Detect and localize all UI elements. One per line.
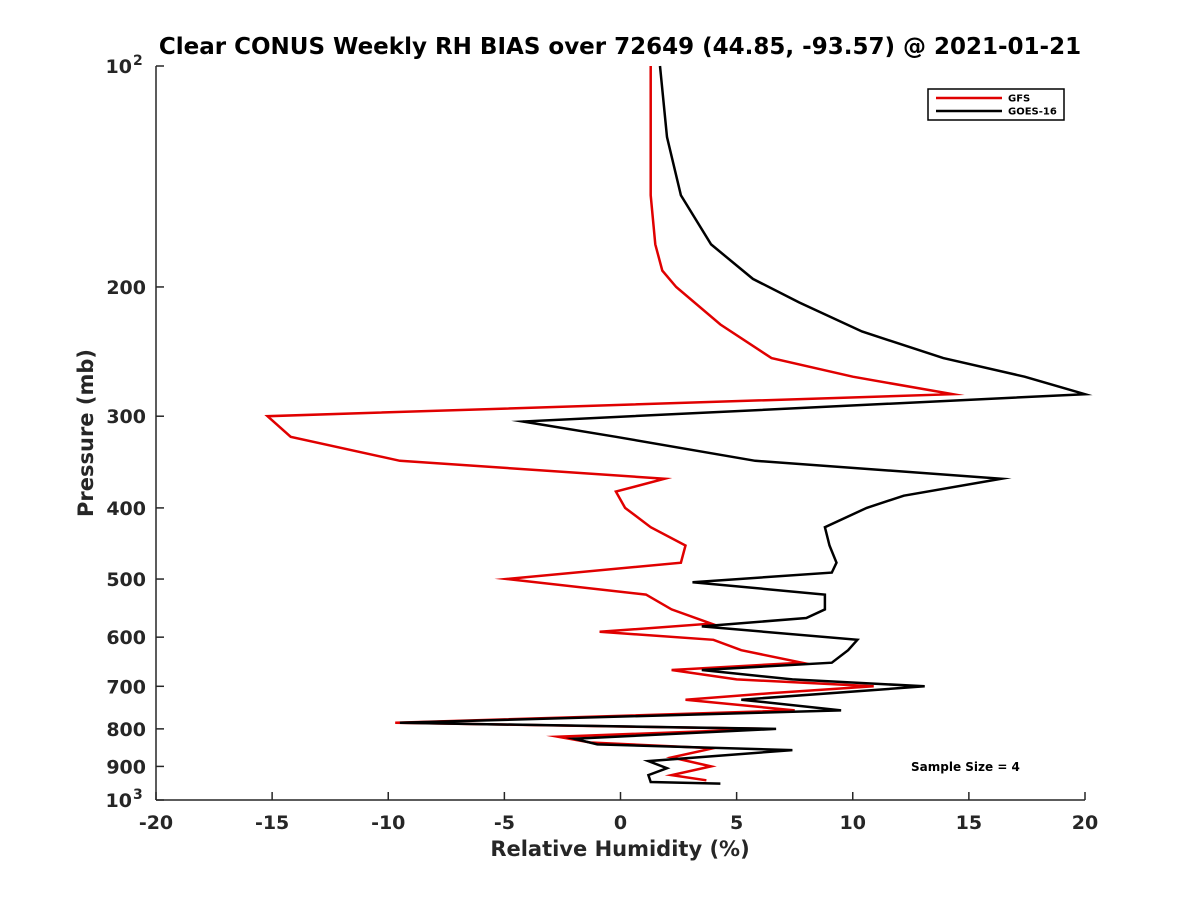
legend-label-gfs: GFS [1008,94,1030,105]
x-tick-label: -10 [371,812,405,834]
series-line-goes16 [399,65,1093,785]
y-tick-label: 10 [106,790,132,812]
y-tick-label: 800 [106,719,146,741]
y-tick-label: 300 [106,406,146,428]
x-tick-label: 20 [1072,812,1098,834]
y-tick-exponent: 2 [133,53,143,69]
x-tick-label: 10 [840,812,866,834]
plot-area: -20 -15 -10 -5 0 5 10 15 20 10 220030040050060070… [106,53,1099,834]
x-tick-label: 5 [730,812,743,834]
series-layer [264,65,1093,785]
x-axis-label: Relative Humidity (%) [490,837,749,861]
sample-size-annotation: Sample Size = 4 [911,760,1020,774]
x-tick-label: -5 [494,812,515,834]
y-tick-label: 500 [106,569,146,591]
x-tick-label: -20 [139,812,173,834]
x-ticks: -20 -15 -10 -5 0 5 10 15 20 [139,792,1098,834]
y-tick-label: 10 [106,56,132,78]
y-tick-label: 200 [106,277,146,299]
y-tick-label: 700 [106,676,146,698]
y-axis-label: Pressure (mb) [74,349,98,517]
x-tick-label: 15 [956,812,982,834]
legend-label-goes16: GOES-16 [1008,107,1057,118]
legend: GFS GOES-16 [927,88,1065,121]
y-tick-label: 400 [106,498,146,520]
x-tick-label: 0 [614,812,627,834]
y-tick-label: 900 [106,756,146,778]
x-tick-label: -15 [255,812,289,834]
y-tick-exponent: 3 [133,787,143,803]
legend-box [927,88,1065,121]
y-tick-label: 600 [106,627,146,649]
chart-title: Clear CONUS Weekly RH BIAS over 72649 (4… [159,34,1081,60]
